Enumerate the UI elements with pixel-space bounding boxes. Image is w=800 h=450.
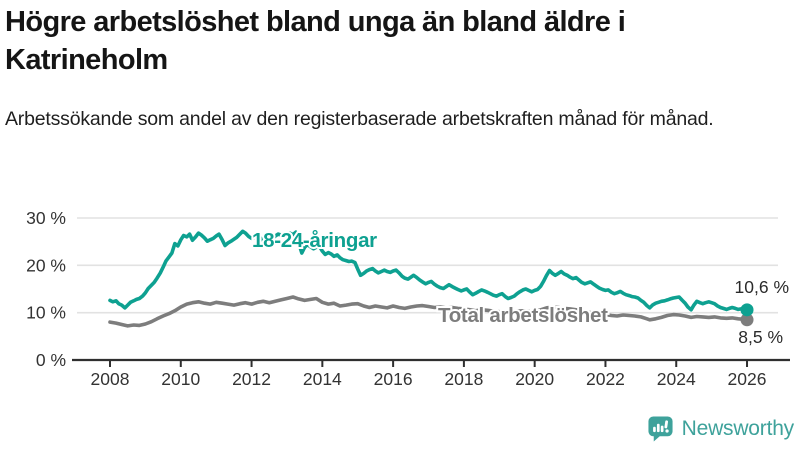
x-tick-label: 2026 (728, 369, 767, 389)
end-value-label-youth: 10,6 % (735, 277, 789, 297)
chart-subtitle: Arbetssökande som andel av den registerb… (5, 108, 714, 131)
chart-header: Högre arbetslöshet bland unga än bland ä… (5, 4, 795, 137)
bar-chart-speech-bubble-icon (648, 416, 673, 442)
end-dot-youth (740, 303, 754, 317)
series-line-total (108, 295, 749, 328)
y-tick-label: 20 % (26, 255, 66, 275)
x-tick-label: 2022 (586, 369, 625, 389)
y-tick-label: 30 % (26, 208, 66, 228)
end-value-label-total: 8,5 % (738, 327, 783, 347)
x-tick-label: 2016 (374, 369, 413, 389)
logo-text: Newsworthy (681, 417, 795, 440)
x-tick-label: 2010 (161, 369, 200, 389)
series-label-total: Total arbetslöshet (438, 304, 608, 327)
newsworthy-logo[interactable]: Newsworthy (647, 414, 794, 444)
x-tick-label: 2008 (91, 369, 130, 389)
x-tick-label: 2020 (515, 369, 554, 389)
end-dot-total (740, 313, 754, 327)
y-tick-label: 10 % (26, 303, 66, 323)
x-tick-label: 2018 (444, 369, 483, 389)
series-line-youth (108, 229, 749, 312)
page-title: Högre arbetslöshet bland unga än bland ä… (5, 6, 626, 76)
x-tick-label: 2014 (303, 369, 342, 389)
y-tick-label: 0 % (36, 350, 66, 370)
x-tick-label: 2024 (657, 369, 696, 389)
series-label-youth: 18-24-åringar (252, 229, 377, 252)
x-tick-label: 2012 (232, 369, 271, 389)
